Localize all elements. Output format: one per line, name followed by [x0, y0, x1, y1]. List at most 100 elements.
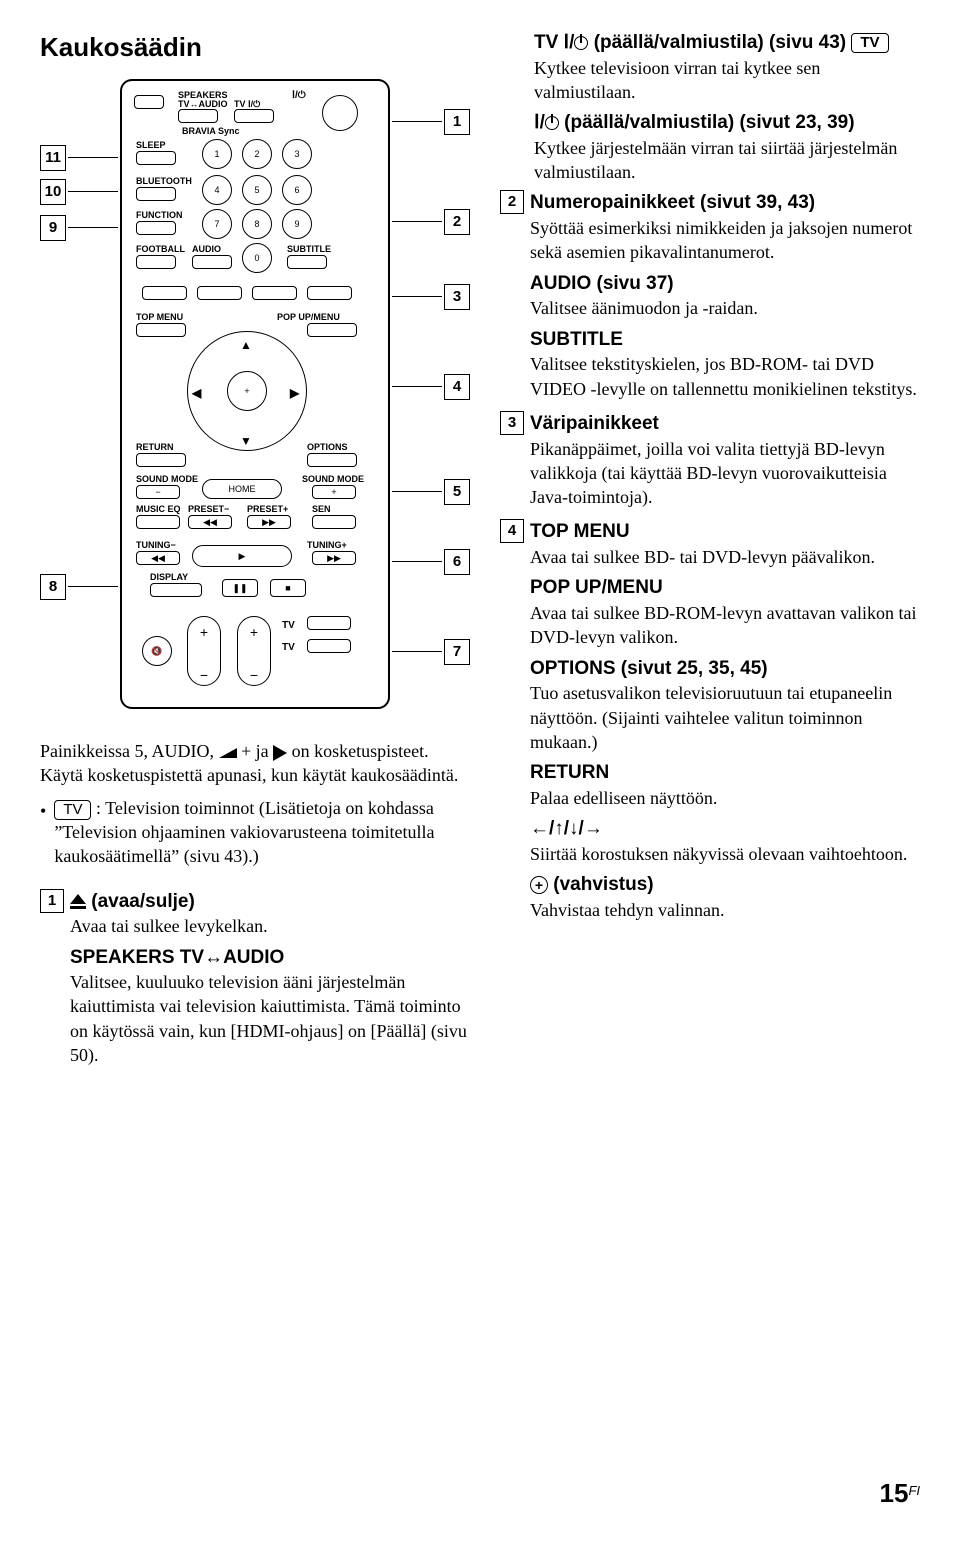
item-3-content: Väripainikkeet Pikanäppäimet, joilla voi… — [530, 411, 920, 516]
soundmode-right-label: SOUND MODE — [302, 473, 364, 485]
musiceq-label: MUSIC EQ — [136, 503, 181, 515]
digit-5: 5 — [242, 175, 272, 205]
bullet-dot: • — [40, 796, 46, 869]
digit-7: 7 — [202, 209, 232, 239]
tuningm-label: TUNING− — [136, 539, 176, 551]
item-4b-title: POP UP/MENU — [530, 575, 920, 601]
item-1-title-text: (avaa/sulje) — [91, 891, 195, 912]
item-1-content: (avaa/sulje) Avaa tai sulkee levykelkan.… — [70, 889, 470, 1074]
callout-line-2 — [392, 221, 442, 222]
tv-vol-rocker: + − — [237, 616, 271, 686]
callout-11: 11 — [40, 145, 66, 171]
display-button — [150, 583, 202, 597]
digit-4: 4 — [202, 175, 232, 205]
tv-box-icon: TV — [54, 800, 91, 820]
eject-button — [134, 95, 164, 109]
digit-8: 8 — [242, 209, 272, 239]
callout-line-3 — [392, 296, 442, 297]
nav-center: + — [227, 371, 267, 411]
power-button — [322, 95, 358, 131]
item-2-content: Numeropainikkeet (sivut 39, 43) Syöttää … — [530, 190, 920, 406]
item-3-title: Väripainikkeet — [530, 411, 920, 437]
presetp-label: PRESET+ — [247, 503, 288, 515]
callout-10: 10 — [40, 179, 66, 205]
callout-line-4 — [392, 386, 442, 387]
braviasync-label: BRAVIA Sync — [182, 125, 240, 137]
callout-line-6 — [392, 561, 442, 562]
page-title: Kaukosäädin — [40, 30, 470, 65]
tv-label-2: TV — [282, 641, 295, 655]
item-4e-title: ←/↑/↓/→ — [530, 816, 920, 842]
tvpower-title-post: (päällä/valmiustila) (sivu 43) — [594, 32, 846, 53]
digit-2: 2 — [242, 139, 272, 169]
item-4-num: 4 — [500, 519, 524, 543]
callout-line-7 — [392, 651, 442, 652]
soundmode-plus: + — [312, 485, 356, 499]
syspower-body: Kytkee järjestelmään virran tai siirtää … — [534, 136, 920, 185]
tvpower-title: TV Ⅰ/ (päällä/valmiustila) (sivu 43) TV — [534, 30, 920, 56]
page-num-suffix: FI — [908, 1483, 920, 1498]
topmenu-label: TOP MENU — [136, 311, 183, 323]
options-label: OPTIONS — [307, 441, 348, 453]
callout-line-1 — [392, 121, 442, 122]
color-red — [142, 286, 187, 300]
item-2b-title: AUDIO (sivu 37) — [530, 271, 920, 297]
return-button — [136, 453, 186, 467]
item-1-block: 1 (avaa/sulje) Avaa tai sulkee levykelka… — [40, 889, 470, 1074]
item-2-block: 2 Numeropainikkeet (sivut 39, 43) Syöttä… — [500, 190, 920, 406]
soundmode-minus: − — [136, 485, 180, 499]
tvpower-title-pre: TV Ⅰ/ — [534, 32, 574, 53]
item-2c-title: SUBTITLE — [530, 327, 920, 353]
touch-note-2: + ja — [241, 741, 269, 761]
audio-button — [192, 255, 232, 269]
item-4f-body: Vahvistaa tehdyn valinnan. — [530, 898, 920, 922]
item-2-num: 2 — [500, 190, 524, 214]
subtitle-label: SUBTITLE — [287, 243, 331, 255]
tuningp-label: TUNING+ — [307, 539, 347, 551]
item-1b-title: SPEAKERS TV↔AUDIO — [70, 945, 470, 971]
item-4-content: TOP MENU Avaa tai sulkee BD- tai DVD-lev… — [530, 519, 920, 928]
popupmenu-label: POP UP/MENU — [277, 311, 340, 323]
callout-line-10 — [68, 191, 118, 192]
sys-power-label: Ⅰ/⏻ — [292, 89, 306, 103]
return-label: RETURN — [136, 441, 174, 453]
color-green — [197, 286, 242, 300]
item-3-body: Pikanäppäimet, joilla voi valita tiettyj… — [530, 437, 920, 510]
item-4d-body: Palaa edelliseen näyttöön. — [530, 786, 920, 810]
item-4f-title-text: (vahvistus) — [553, 874, 653, 895]
digit-1: 1 — [202, 139, 232, 169]
item-2b-body: Valitsee äänimuodon ja -raidan. — [530, 296, 920, 320]
callout-line-11 — [68, 157, 118, 158]
bluetooth-label: BLUETOOTH — [136, 175, 192, 187]
callout-5: 5 — [444, 479, 470, 505]
presetm-button: ◀◀ — [188, 515, 232, 529]
soundmode-left-label: SOUND MODE — [136, 473, 198, 485]
rew-button: ◀◀ — [136, 551, 180, 565]
tv-box-icon-2: TV — [851, 33, 888, 53]
presetm-label: PRESET− — [188, 503, 229, 515]
play-triangle-icon — [273, 745, 287, 761]
options-button — [307, 453, 357, 467]
tv-button-2 — [307, 639, 351, 653]
football-button — [136, 255, 176, 269]
callout-3: 3 — [444, 284, 470, 310]
left-arrow-icon: ◀ — [192, 385, 201, 401]
eject-icon — [70, 894, 86, 909]
syspower-title-pre: Ⅰ/ — [534, 112, 545, 133]
item-4d-title: RETURN — [530, 760, 920, 786]
item-4c-body: Tuo asetusvalikon televisioruutuun tai e… — [530, 681, 920, 754]
callout-6: 6 — [444, 549, 470, 575]
subtitle-button — [287, 255, 327, 269]
callout-2: 2 — [444, 209, 470, 235]
item-2-body: Syöttää esimerkiksi nimikkeiden ja jakso… — [530, 216, 920, 265]
color-yellow — [252, 286, 297, 300]
sen-button — [312, 515, 356, 529]
syspower-title-post: (päällä/valmiustila) (sivut 23, 39) — [564, 112, 854, 133]
digit-6: 6 — [282, 175, 312, 205]
callout-line-8 — [68, 586, 118, 587]
callout-8: 8 — [40, 574, 66, 600]
home-button: HOME — [202, 479, 282, 499]
topmenu-button — [136, 323, 186, 337]
item-4-title: TOP MENU — [530, 519, 920, 545]
power-icon-2 — [545, 116, 559, 130]
